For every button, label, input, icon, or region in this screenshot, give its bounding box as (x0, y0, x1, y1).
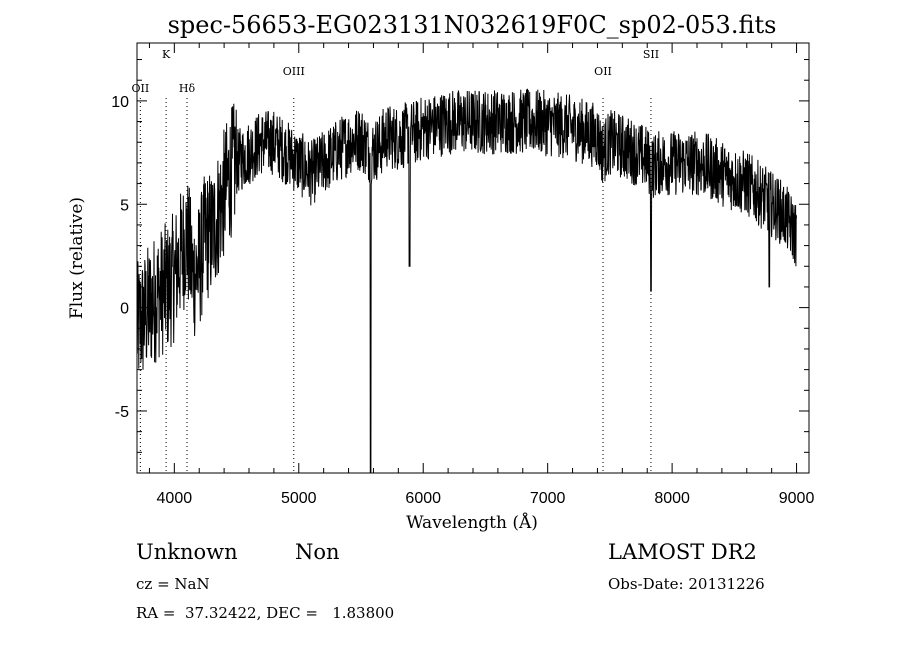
spectral-line-label: OII (132, 82, 150, 95)
y-axis: -5 0 5 10 (111, 59, 809, 453)
spectral-line-label: OIII (283, 65, 305, 78)
object-class: Unknown (136, 540, 238, 564)
x-tick-label: 4000 (157, 490, 193, 507)
spectral-line-label: K (162, 48, 171, 61)
coordinates: RA = 37.32422, DEC = 1.83800 (136, 604, 395, 622)
plot-area: OII K Hδ OIII OII SII (132, 48, 797, 474)
spectral-line-label: Hδ (179, 82, 196, 95)
y-tick-label: -5 (115, 404, 129, 421)
spectrum-series-line (136, 88, 797, 474)
chart-title: spec-56653-EG023131N032619F0C_sp02-053.f… (168, 11, 777, 39)
spectral-line-label: SII (643, 48, 659, 61)
x-axis-label: Wavelength (Å) (406, 512, 538, 533)
x-axis: 4000 5000 6000 7000 8000 9000 (148, 43, 815, 507)
y-tick-label: 5 (120, 197, 129, 214)
x-tick-label: 8000 (654, 490, 690, 507)
object-subclass: Non (295, 540, 340, 564)
redshift-cz: cz = NaN (136, 575, 210, 593)
spectral-line-label: OII (594, 65, 612, 78)
y-axis-label: Flux (relative) (67, 197, 87, 319)
y-tick-label: 10 (111, 94, 129, 111)
x-tick-label: 7000 (530, 490, 566, 507)
x-tick-label: 6000 (405, 490, 441, 507)
y-tick-label: 0 (120, 301, 129, 318)
x-tick-label: 5000 (281, 490, 317, 507)
survey-name: LAMOST DR2 (608, 540, 757, 564)
observation-date: Obs-Date: 20131226 (608, 575, 765, 593)
x-tick-label: 9000 (779, 490, 815, 507)
